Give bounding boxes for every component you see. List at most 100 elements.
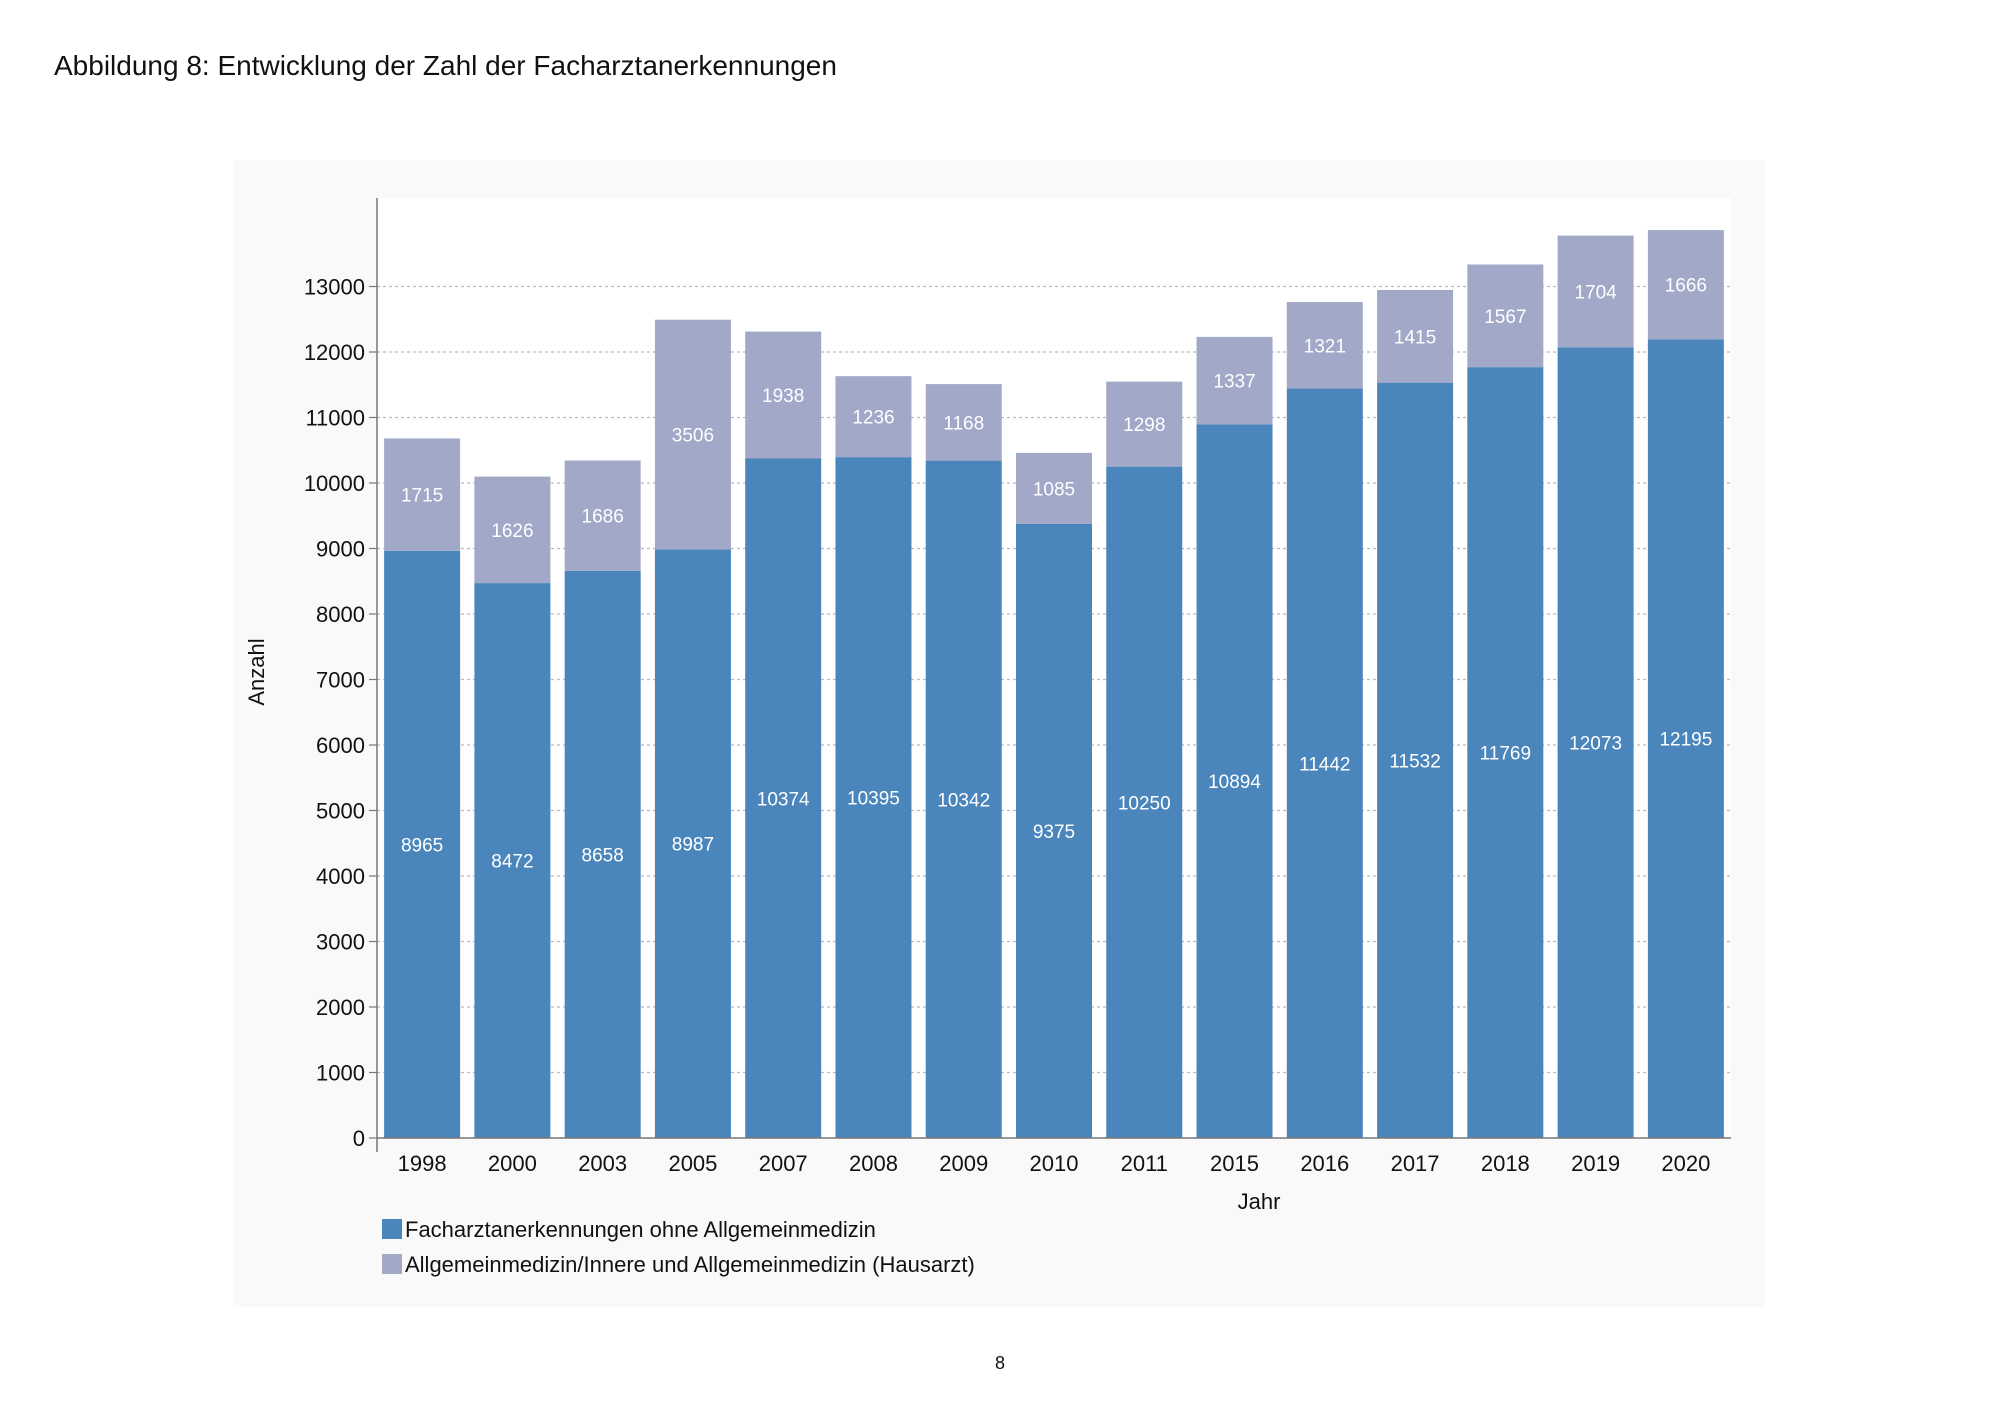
x-tick-label: 2003 bbox=[578, 1151, 627, 1176]
bar-hausarzt bbox=[1647, 230, 1724, 340]
bar-hausarzt bbox=[654, 319, 731, 550]
data-label: 11532 bbox=[1389, 751, 1440, 772]
bar-hausarzt bbox=[474, 476, 551, 584]
data-label: 12195 bbox=[1659, 730, 1712, 751]
data-label: 10342 bbox=[937, 790, 990, 811]
data-label: 1626 bbox=[491, 521, 533, 542]
bar-facharzt bbox=[1016, 523, 1092, 1138]
y-tick-label: 5000 bbox=[316, 799, 365, 824]
data-label: 1415 bbox=[1394, 327, 1436, 348]
stacked-bar-chart: 0 1000 2000 3000 4000 5000 6000 7000 8000 9000 100… bbox=[244, 198, 1731, 1277]
bar-hausarzt bbox=[1016, 452, 1092, 524]
page-number: 8 bbox=[994, 1353, 1005, 1373]
axes bbox=[376, 198, 1731, 1152]
bars bbox=[384, 230, 1724, 1138]
data-label: 8472 bbox=[491, 852, 533, 873]
data-label: 8965 bbox=[401, 835, 443, 856]
y-tick-label: 6000 bbox=[316, 733, 365, 758]
x-tick-label: 2015 bbox=[1210, 1151, 1259, 1176]
x-tick-label: 2019 bbox=[1571, 1151, 1620, 1176]
y-tick-label: 7000 bbox=[316, 668, 365, 693]
bar-facharzt bbox=[1557, 347, 1634, 1138]
bar-facharzt bbox=[835, 457, 912, 1138]
x-tick-label: 2008 bbox=[849, 1151, 898, 1176]
data-label: 1704 bbox=[1574, 282, 1617, 303]
bar-facharzt bbox=[1377, 382, 1454, 1138]
y-tick-label: 9000 bbox=[316, 537, 365, 562]
bar-facharzt bbox=[384, 550, 461, 1138]
data-label: 10250 bbox=[1118, 793, 1171, 814]
data-label: 8658 bbox=[582, 845, 624, 866]
data-label: 1085 bbox=[1033, 479, 1075, 500]
legend-item-hausarzt: Allgemeinmedizin/Innere und Allgemeinmed… bbox=[382, 1252, 975, 1277]
x-tick-label: 2010 bbox=[1030, 1151, 1079, 1176]
bar-facharzt bbox=[654, 549, 731, 1138]
chart-panel: 0 1000 2000 3000 4000 5000 6000 7000 8000 9000 100… bbox=[233, 160, 1765, 1307]
legend-swatch-facharzt bbox=[382, 1219, 402, 1239]
x-tick-label: 2020 bbox=[1661, 1151, 1710, 1176]
x-tick-label: 2016 bbox=[1300, 1151, 1349, 1176]
data-label: 1168 bbox=[943, 413, 984, 434]
bar-hausarzt bbox=[745, 331, 822, 459]
x-axis-label: Jahr bbox=[1238, 1189, 1281, 1214]
bar-facharzt bbox=[925, 460, 1002, 1138]
bar-hausarzt bbox=[925, 384, 1002, 461]
bar-hausarzt bbox=[1557, 235, 1634, 348]
data-label: 12073 bbox=[1569, 734, 1622, 755]
data-label: 1567 bbox=[1484, 307, 1526, 328]
legend-label-hausarzt: Allgemeinmedizin/Innere und Allgemeinmed… bbox=[405, 1252, 975, 1277]
x-tick-label: 2007 bbox=[759, 1151, 808, 1176]
data-label: 11442 bbox=[1299, 754, 1350, 775]
y-tick-label: 1000 bbox=[316, 1061, 365, 1086]
bar-hausarzt bbox=[1196, 336, 1273, 425]
bar-facharzt bbox=[474, 583, 551, 1138]
data-label: 1938 bbox=[762, 386, 804, 407]
y-tick-label: 11000 bbox=[305, 406, 365, 431]
data-label: 1337 bbox=[1213, 372, 1255, 393]
x-tick-label: 2000 bbox=[488, 1151, 537, 1176]
data-label: 10894 bbox=[1208, 772, 1261, 793]
data-label: 3506 bbox=[672, 426, 714, 447]
bar-hausarzt bbox=[1377, 289, 1454, 383]
x-tick-label: 2005 bbox=[668, 1151, 717, 1176]
data-label: 10395 bbox=[847, 789, 900, 810]
page-title: Abbildung 8: Entwicklung der Zahl der Fa… bbox=[54, 50, 837, 81]
legend-swatch-hausarzt bbox=[382, 1254, 402, 1274]
x-tick-label: 2018 bbox=[1481, 1151, 1530, 1176]
bar-facharzt bbox=[1106, 466, 1183, 1138]
data-label: 10374 bbox=[757, 789, 810, 810]
bar-facharzt bbox=[1196, 424, 1273, 1138]
y-tick-label: 8000 bbox=[316, 602, 365, 627]
bar-hausarzt bbox=[384, 438, 461, 551]
bar-facharzt bbox=[1286, 388, 1363, 1138]
bar-facharzt bbox=[745, 458, 822, 1138]
data-label: 1236 bbox=[852, 408, 894, 429]
y-axis-label: Anzahl bbox=[244, 638, 269, 705]
data-label: 11769 bbox=[1480, 744, 1531, 765]
data-label: 1686 bbox=[582, 507, 624, 528]
bar-hausarzt bbox=[1286, 302, 1363, 389]
data-label: 1715 bbox=[401, 486, 443, 507]
y-tick-label: 12000 bbox=[304, 340, 365, 365]
data-labels: 8965 1715 8472 1626 8658 1686 8987 3506 10374 193… bbox=[401, 276, 1712, 873]
y-tick-label: 3000 bbox=[316, 930, 365, 955]
bar-hausarzt bbox=[835, 376, 912, 458]
bar-hausarzt bbox=[1467, 264, 1544, 368]
bar-hausarzt bbox=[1106, 381, 1183, 467]
y-tick-label: 0 bbox=[353, 1126, 365, 1151]
data-label: 1298 bbox=[1123, 415, 1165, 436]
data-label: 1666 bbox=[1665, 276, 1707, 297]
bar-facharzt bbox=[1647, 339, 1724, 1138]
x-tick-label: 2017 bbox=[1391, 1151, 1440, 1176]
data-label: 9375 bbox=[1033, 822, 1075, 843]
y-tick-label: 2000 bbox=[316, 995, 365, 1020]
y-tick-label: 4000 bbox=[316, 864, 365, 889]
legend: Facharztanerkennungen ohne Allgemeinmedi… bbox=[382, 1217, 975, 1277]
tick-labels: 0 1000 2000 3000 4000 5000 6000 7000 8000 9000 100… bbox=[304, 275, 1711, 1177]
bar-facharzt bbox=[564, 570, 641, 1138]
x-tick-label: 1998 bbox=[398, 1151, 447, 1176]
data-label: 8987 bbox=[672, 835, 714, 856]
bar-facharzt bbox=[1467, 367, 1544, 1138]
x-tick-label: 2009 bbox=[939, 1151, 988, 1176]
y-tick-label: 10000 bbox=[304, 471, 365, 496]
